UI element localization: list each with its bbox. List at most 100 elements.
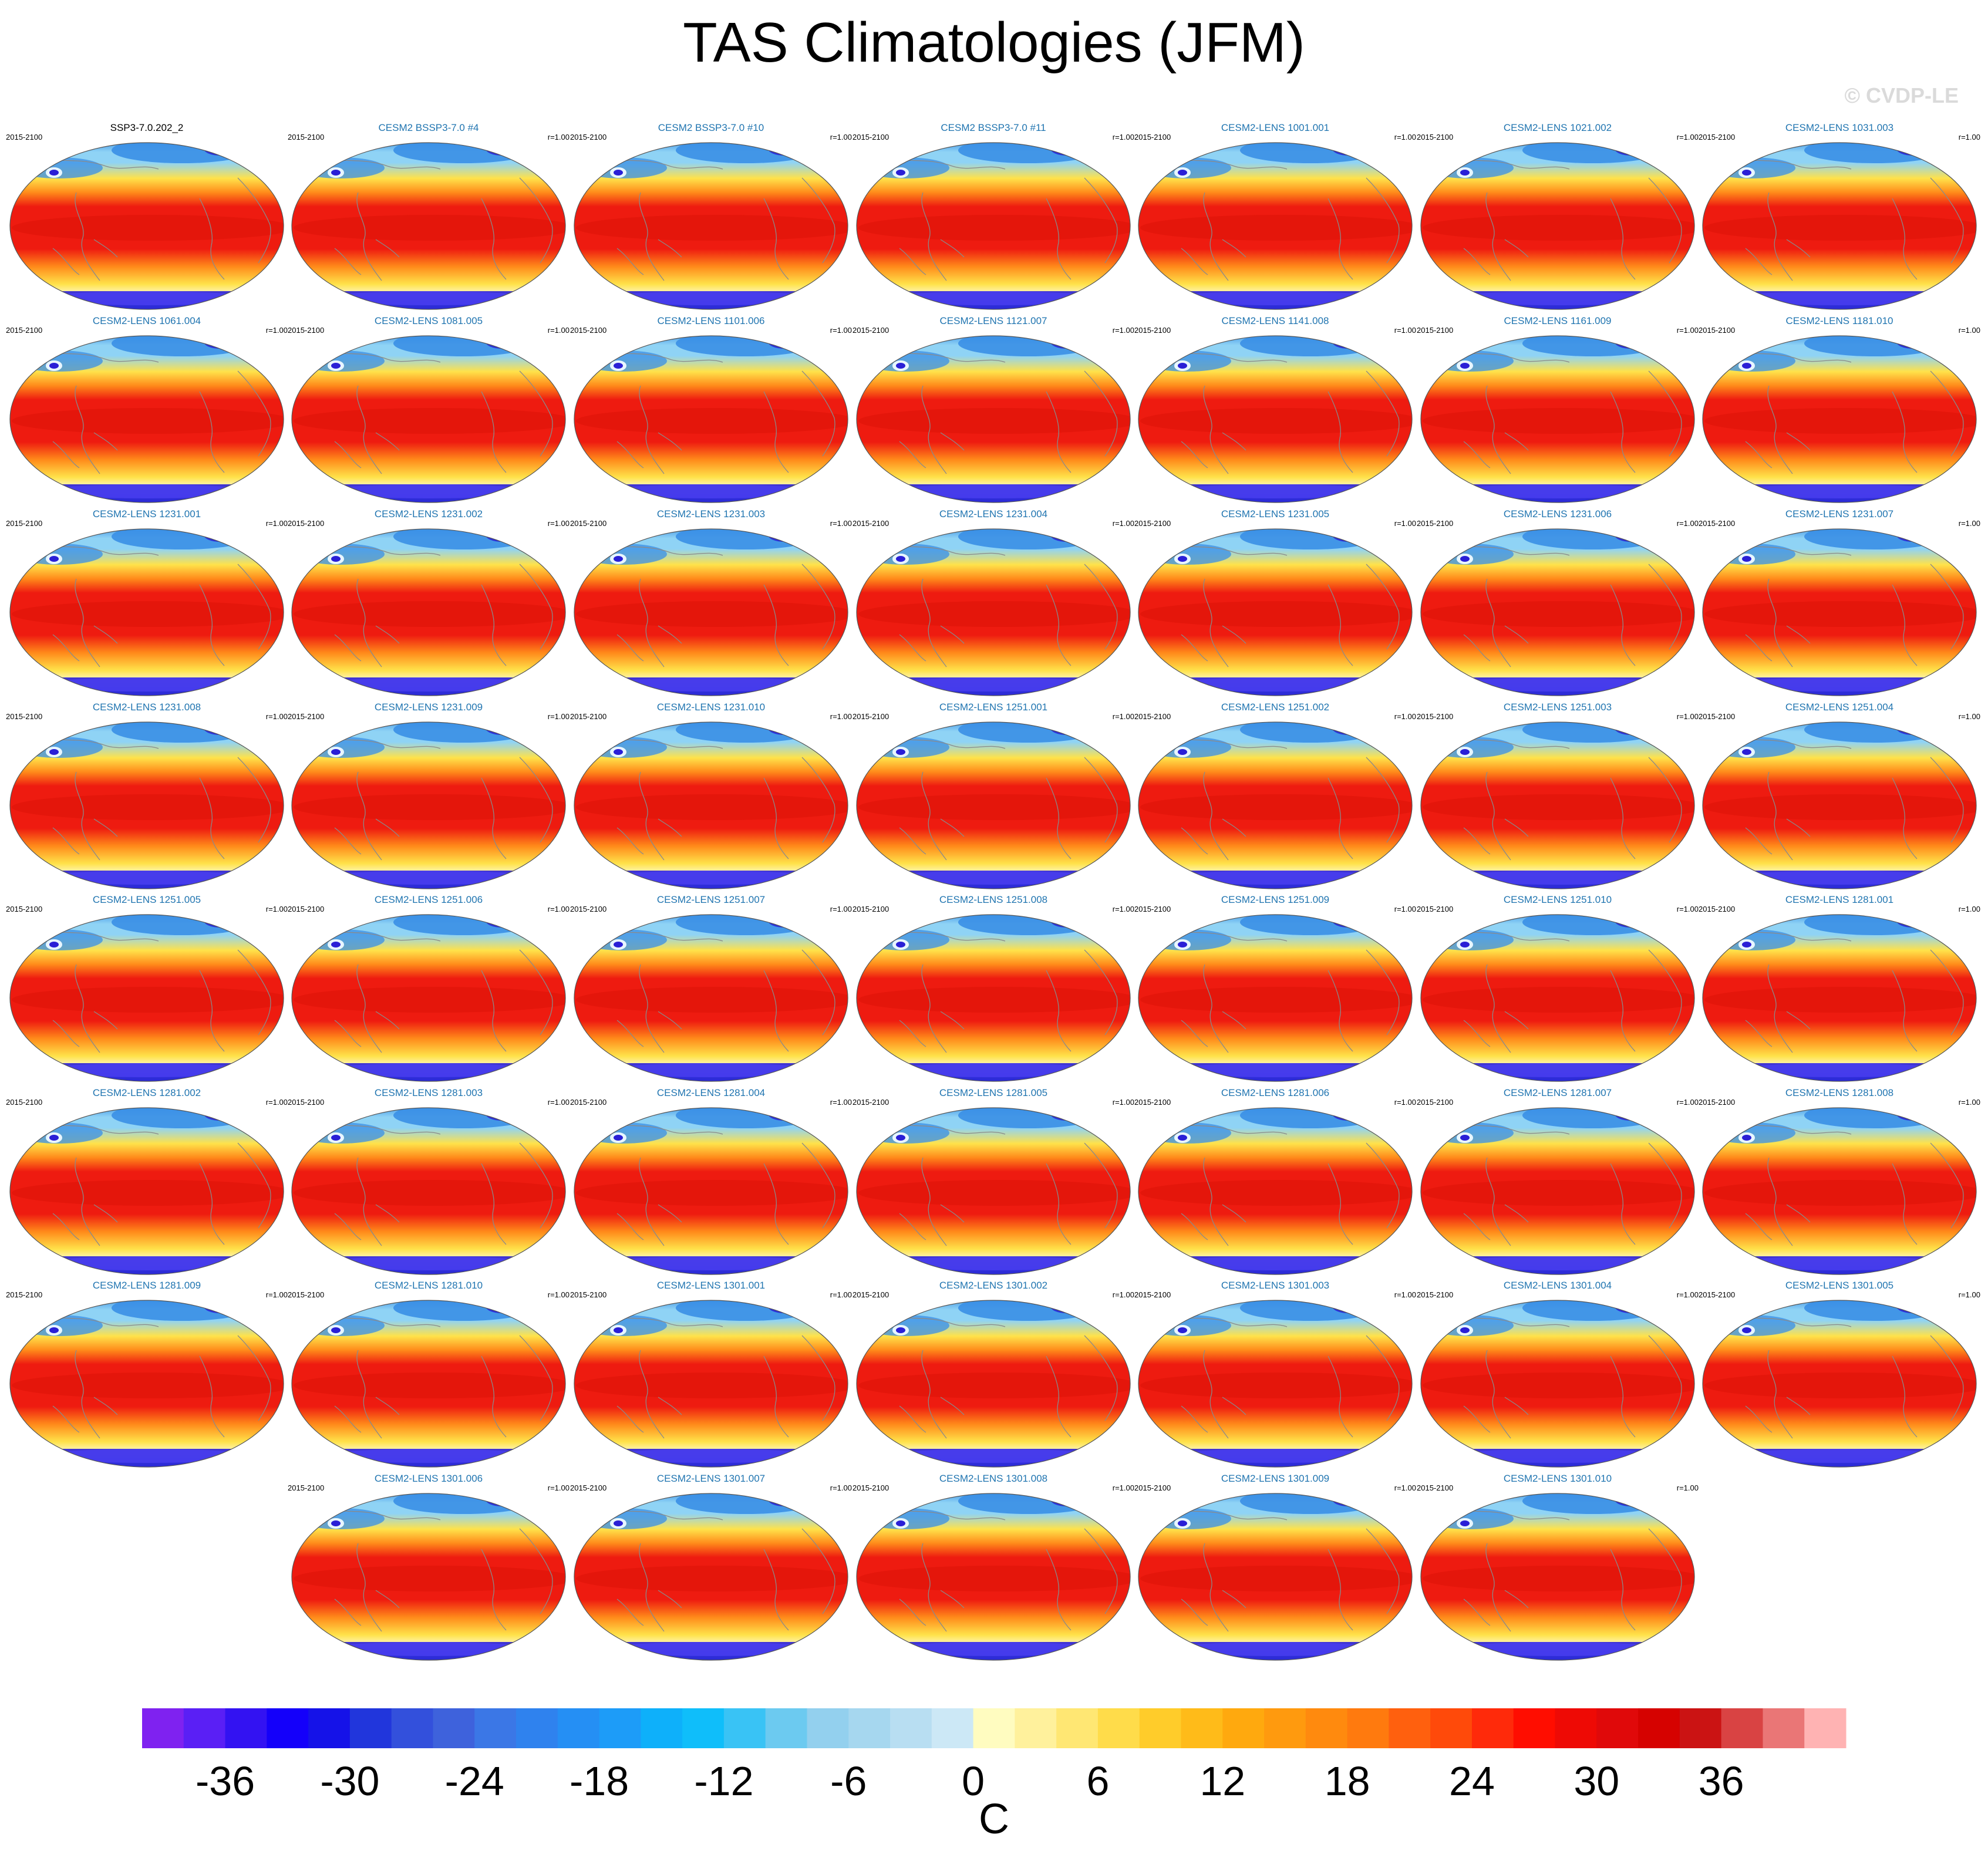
panel-pattern-correlation: r=1.00: [1958, 326, 1980, 335]
map-panel: CESM2-LENS 1231.003 2015-2100 r=1.00: [570, 508, 852, 696]
map-panel: CESM2-LENS 1301.005 2015-2100 r=1.00: [1699, 1280, 1980, 1468]
temperature-map: [1702, 1107, 1977, 1275]
panel-pattern-correlation: r=1.00: [547, 1290, 570, 1299]
map-panel: CESM2-LENS 1121.007 2015-2100 r=1.00: [853, 315, 1134, 503]
temperature-map: [1702, 914, 1977, 1082]
panel-pattern-correlation: r=1.00: [1112, 712, 1134, 721]
temperature-map: [856, 335, 1131, 503]
panel-period: 2015-2100: [1699, 133, 1736, 141]
temperature-map: [1420, 528, 1695, 696]
colorbar-swatch: [1222, 1708, 1265, 1748]
panel-title: CESM2-LENS 1281.008: [1785, 1087, 1894, 1098]
panel-pattern-correlation: r=1.00: [1958, 519, 1980, 528]
colorbar-swatch: [931, 1708, 974, 1748]
panel-title: CESM2-LENS 1251.006: [374, 894, 483, 905]
temperature-map: [291, 528, 566, 696]
temperature-map: [1702, 335, 1977, 503]
panel-pattern-correlation: r=1.00: [1676, 326, 1699, 335]
temperature-map: [1138, 335, 1413, 503]
panel-pattern-correlation: r=1.00: [547, 133, 570, 141]
panel-pattern-correlation: r=1.00: [830, 712, 852, 721]
panel-pattern-correlation: r=1.00: [1676, 133, 1699, 141]
temperature-map: [1420, 914, 1695, 1082]
map-panel: CESM2-LENS 1231.009 2015-2100 r=1.00: [288, 702, 570, 889]
panel-period: 2015-2100: [288, 519, 325, 528]
map-panel: CESM2-LENS 1281.003 2015-2100 r=1.00: [288, 1087, 570, 1275]
panel-period: 2015-2100: [6, 1098, 43, 1107]
temperature-map: [1138, 1300, 1413, 1468]
colorbar-swatch: [474, 1708, 517, 1748]
panel-period: 2015-2100: [853, 1098, 889, 1107]
panel-title: CESM2-LENS 1281.001: [1785, 894, 1894, 905]
panel-pattern-correlation: r=1.00: [1112, 133, 1134, 141]
panel-period: 2015-2100: [1134, 1290, 1171, 1299]
panel-period: 2015-2100: [1699, 712, 1736, 721]
panel-title: CESM2-LENS 1231.010: [656, 702, 766, 713]
panel-pattern-correlation: r=1.00: [1676, 712, 1699, 721]
page-title: TAS Climatologies (JFM): [683, 11, 1305, 74]
panel-period: 2015-2100: [1417, 905, 1454, 913]
colorbar-swatch: [1015, 1708, 1057, 1748]
panel-title: CESM2-LENS 1301.002: [939, 1280, 1048, 1291]
temperature-map: [9, 1300, 284, 1468]
panel-period: 2015-2100: [288, 1290, 325, 1299]
map-panel: CESM2-LENS 1281.010 2015-2100 r=1.00: [288, 1280, 570, 1468]
colorbar-swatch: [1181, 1708, 1223, 1748]
map-panel: CESM2-LENS 1281.002 2015-2100 r=1.00: [6, 1087, 288, 1275]
panel-period: 2015-2100: [570, 1483, 607, 1492]
colorbar-swatch: [1513, 1708, 1556, 1748]
panel-title: CESM2-LENS 1001.001: [1221, 122, 1330, 133]
panel-title: CESM2-LENS 1301.009: [1221, 1473, 1330, 1484]
panel-pattern-correlation: r=1.00: [1394, 1290, 1416, 1299]
panel-pattern-correlation: r=1.00: [547, 905, 570, 913]
panel-title: CESM2-LENS 1281.004: [656, 1087, 766, 1098]
panel-period: 2015-2100: [1134, 326, 1171, 335]
panel-pattern-correlation: r=1.00: [1112, 326, 1134, 335]
panel-title: CESM2-LENS 1251.008: [939, 894, 1048, 905]
panel-period: 2015-2100: [570, 712, 607, 721]
map-panel: CESM2-LENS 1021.002 2015-2100 r=1.00: [1417, 122, 1699, 310]
panel-pattern-correlation: r=1.00: [830, 1290, 852, 1299]
map-panel: SSP3-7.0.202_2 2015-2100: [6, 122, 288, 310]
colorbar-swatch: [267, 1708, 309, 1748]
panel-title: CESM2-LENS 1281.007: [1503, 1087, 1612, 1098]
panel-title: CESM2-LENS 1251.003: [1503, 702, 1612, 713]
panel-title: CESM2-LENS 1301.010: [1503, 1473, 1612, 1484]
panel-title: CESM2-LENS 1301.004: [1503, 1280, 1612, 1291]
panel-title: CESM2-LENS 1251.001: [939, 702, 1048, 713]
panel-pattern-correlation: r=1.00: [1676, 905, 1699, 913]
colorbar-swatch: [1430, 1708, 1473, 1748]
panel-title: CESM2-LENS 1281.009: [92, 1280, 201, 1291]
panel-pattern-correlation: r=1.00: [830, 905, 852, 913]
map-panel: CESM2-LENS 1281.001 2015-2100 r=1.00: [1699, 894, 1980, 1082]
colorbar-swatch: [682, 1708, 725, 1748]
colorbar-swatch: [1555, 1708, 1597, 1748]
map-panel: CESM2-LENS 1161.009 2015-2100 r=1.00: [1417, 315, 1699, 503]
colorbar-swatch: [599, 1708, 641, 1748]
map-panel: CESM2-LENS 1231.006 2015-2100 r=1.00: [1417, 508, 1699, 696]
panel-title: SSP3-7.0.202_2: [110, 122, 184, 133]
panel-pattern-correlation: r=1.00: [1676, 1098, 1699, 1107]
colorbar-swatch: [848, 1708, 891, 1748]
panel-pattern-correlation: r=1.00: [1958, 133, 1980, 141]
panel-pattern-correlation: r=1.00: [830, 1483, 852, 1492]
panel-period: 2015-2100: [288, 133, 325, 141]
temperature-map: [1138, 528, 1413, 696]
colorbar-swatch: [1721, 1708, 1763, 1748]
map-panel: CESM2-LENS 1281.007 2015-2100 r=1.00: [1417, 1087, 1699, 1275]
panel-title: CESM2-LENS 1301.005: [1785, 1280, 1894, 1291]
panel-title: CESM2 BSSP3-7.0 #10: [658, 122, 764, 133]
panel-period: 2015-2100: [6, 519, 43, 528]
map-panel: CESM2-LENS 1301.007 2015-2100 r=1.00: [570, 1473, 852, 1661]
panel-title: CESM2-LENS 1231.007: [1785, 508, 1894, 520]
temperature-map: [1702, 142, 1977, 310]
map-panel-grid: SSP3-7.0.202_2 2015-2100 CESM2 BSSP3-7.0 #…: [6, 122, 1980, 1661]
temperature-map: [574, 142, 848, 310]
temperature-map: [9, 335, 284, 503]
temperature-map: [1702, 721, 1977, 889]
panel-period: 2015-2100: [288, 905, 325, 913]
panel-period: 2015-2100: [1699, 326, 1736, 335]
temperature-map: [1420, 1107, 1695, 1275]
temperature-map: [291, 335, 566, 503]
panel-title: CESM2-LENS 1251.004: [1785, 702, 1894, 713]
